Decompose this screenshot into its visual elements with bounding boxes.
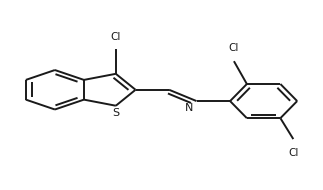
Text: Cl: Cl xyxy=(229,43,239,53)
Text: S: S xyxy=(112,108,120,118)
Text: N: N xyxy=(185,103,193,113)
Text: Cl: Cl xyxy=(111,32,121,41)
Text: Cl: Cl xyxy=(288,148,298,158)
